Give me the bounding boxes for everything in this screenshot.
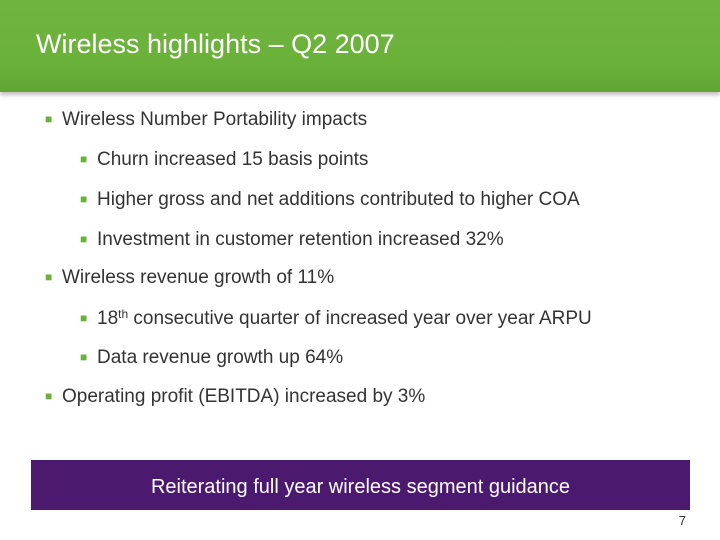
square-bullet-icon: ■ — [80, 232, 88, 246]
bullet-text: Data revenue growth up 64% — [97, 347, 344, 368]
ordinal-number: 18 — [97, 308, 119, 329]
bullet-level2: ■ 18th consecutive quarter of increased … — [80, 307, 592, 330]
bullet-text: Operating profit (EBITDA) increased by 3… — [62, 386, 426, 407]
bullet-level2: ■ Higher gross and net additions contrib… — [80, 189, 580, 211]
square-bullet-icon: ■ — [45, 112, 53, 126]
guidance-banner: Reiterating full year wireless segment g… — [31, 460, 690, 510]
square-bullet-icon: ■ — [80, 311, 88, 325]
bullet-text: Wireless Number Portability impacts — [62, 109, 368, 130]
banner-text: Reiterating full year wireless segment g… — [150, 476, 571, 498]
bullet-level2: ■ Churn increased 15 basis points — [80, 149, 368, 171]
bullet-text: Wireless revenue growth of 11% — [62, 267, 335, 288]
square-bullet-icon: ■ — [80, 152, 88, 166]
square-bullet-icon: ■ — [80, 192, 88, 206]
slide-title: Wireless highlights – Q2 2007 — [36, 29, 395, 59]
bullet-text: Higher gross and net additions contribut… — [97, 189, 580, 210]
bullet-level2: ■ Data revenue growth up 64% — [80, 347, 343, 369]
title-bar: Wireless highlights – Q2 2007 — [0, 0, 720, 92]
bullet-text-rest: consecutive quarter of increased year ov… — [128, 308, 592, 329]
bullet-level1: ■ Wireless Number Portability impacts — [45, 109, 367, 131]
page-number: 7 — [678, 513, 686, 528]
square-bullet-icon: ■ — [45, 389, 53, 403]
bullet-text: Investment in customer retention increas… — [97, 229, 504, 250]
bullet-text: 18th consecutive quarter of increased ye… — [97, 307, 592, 330]
bullet-text: Churn increased 15 basis points — [97, 149, 369, 170]
ordinal-suffix: th — [118, 307, 129, 321]
square-bullet-icon: ■ — [45, 270, 53, 284]
bullet-level1: ■ Wireless revenue growth of 11% — [45, 267, 334, 289]
bullet-level2: ■ Investment in customer retention incre… — [80, 229, 504, 251]
bullet-level1: ■ Operating profit (EBITDA) increased by… — [45, 386, 425, 408]
square-bullet-icon: ■ — [80, 350, 88, 364]
